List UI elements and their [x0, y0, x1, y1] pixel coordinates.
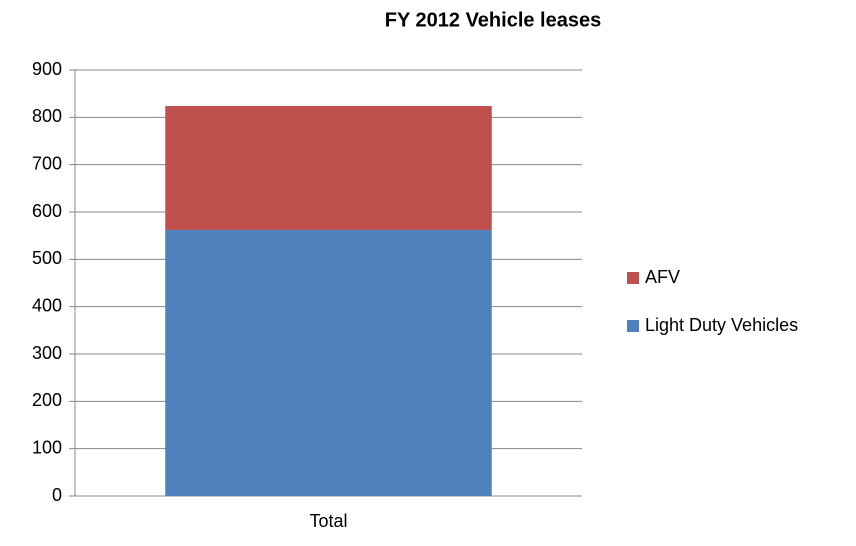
y-tick-label: 500 — [32, 248, 62, 268]
y-tick-label: 700 — [32, 153, 62, 173]
y-tick-label: 400 — [32, 295, 62, 315]
legend-swatch — [627, 320, 639, 332]
y-tick-label: 0 — [52, 485, 62, 505]
bar-segment — [165, 105, 492, 230]
y-tick-label: 600 — [32, 201, 62, 221]
y-tick-label: 100 — [32, 437, 62, 457]
chart-title: FY 2012 Vehicle leases — [385, 9, 601, 31]
legend-label: Light Duty Vehicles — [645, 315, 798, 335]
legend-swatch — [627, 272, 639, 284]
y-tick-label: 200 — [32, 390, 62, 410]
legend-label: AFV — [645, 267, 680, 287]
y-tick-label: 800 — [32, 106, 62, 126]
y-tick-label: 300 — [32, 343, 62, 363]
y-tick-label: 900 — [32, 59, 62, 79]
bar-segment — [165, 229, 492, 496]
x-tick-label: Total — [309, 511, 347, 531]
